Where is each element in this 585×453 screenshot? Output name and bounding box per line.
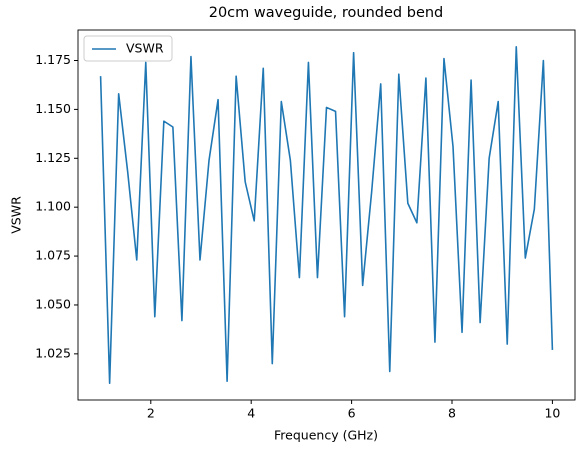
y-tick-label: 1.150 [35,101,71,116]
chart-title: 20cm waveguide, rounded bend [209,5,444,21]
y-tick-label: 1.125 [35,150,71,165]
legend-label: VSWR [126,41,164,56]
y-tick-label: 1.100 [35,199,71,214]
legend-box [83,35,173,62]
x-tick-label: 10 [544,406,560,421]
y-tick-label: 1.025 [35,345,71,360]
plot-frame [77,29,576,401]
x-tick-label: 8 [448,406,456,421]
data-line [99,46,554,384]
x-tick-label: 6 [348,406,356,421]
y-axis-label: VSWR [9,196,24,234]
y-tick-label: 1.075 [35,248,71,263]
y-tick-label: 1.050 [35,296,71,311]
x-tick-label: 2 [147,406,155,421]
x-tick-label: 4 [247,406,255,421]
x-axis-label: Frequency (GHz) [274,428,378,443]
y-tick-label: 1.175 [35,52,71,67]
